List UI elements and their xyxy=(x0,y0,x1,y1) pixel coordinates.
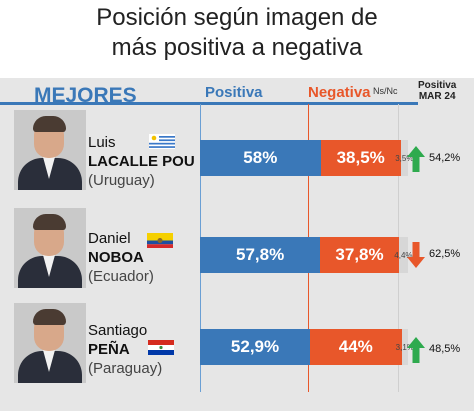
leader-country: (Paraguay) xyxy=(88,360,163,377)
positive-bar: 58% xyxy=(200,140,321,176)
leader-name-2: Daniel NOBOA (Ecuador) xyxy=(88,229,154,286)
previous-positive-value: 62,5% xyxy=(429,248,461,260)
previous-header-line-1: Positiva xyxy=(418,80,457,91)
negative-bar: 38,5% xyxy=(320,140,401,176)
leader-photo-2 xyxy=(14,208,86,288)
leader-photo-1 xyxy=(14,110,86,190)
positive-bar: 52,9% xyxy=(200,329,311,365)
leader-last-name: LACALLE POU xyxy=(88,153,195,170)
leader-last-name: PEÑA xyxy=(88,341,130,358)
positive-bar: 57,8% xyxy=(200,237,321,273)
leader-name-3: Santiago PEÑA (Paraguay) xyxy=(88,321,162,378)
nsnc-column-header: Ns/Nc xyxy=(373,86,398,96)
negative-column-header: Negativa xyxy=(308,84,371,101)
negative-bar: 44% xyxy=(310,329,402,365)
previous-positive-value: 54,2% xyxy=(429,152,461,164)
leader-last-name: NOBOA xyxy=(88,249,144,266)
leader-first-name: Daniel xyxy=(88,230,131,247)
chart-title-line-1: Posición según imagen de xyxy=(96,4,378,31)
arrow-down-icon xyxy=(407,242,425,268)
negative-bar: 37,8% xyxy=(320,237,399,273)
paraguay-flag-icon xyxy=(148,340,174,355)
arrow-up-icon xyxy=(407,337,425,363)
nsnc-bar: 3,1% xyxy=(396,329,414,365)
positive-column-header: Positiva xyxy=(205,84,263,101)
previous-column-header: Positiva MAR 24 xyxy=(418,80,456,102)
leader-name-1: Luis LACALLE POU (Uruguay) xyxy=(88,133,195,190)
leader-photo-3 xyxy=(14,303,86,383)
leader-country: (Ecuador) xyxy=(88,268,154,285)
nsnc-bar: 4,4% xyxy=(394,237,413,273)
group-header: MEJORES xyxy=(34,84,137,107)
previous-positive-value: 48,5% xyxy=(429,343,461,355)
nsnc-bar: 3,5% xyxy=(395,140,413,176)
leader-first-name: Luis xyxy=(88,134,116,151)
ecuador-flag-icon xyxy=(147,233,173,248)
leader-first-name: Santiago xyxy=(88,322,148,339)
uruguay-flag-icon xyxy=(149,134,175,149)
arrow-up-icon xyxy=(407,146,425,172)
leader-country: (Uruguay) xyxy=(88,172,155,189)
chart-title-line-2: más positiva a negativa xyxy=(111,34,363,61)
previous-header-line-2: MAR 24 xyxy=(418,91,456,102)
header-separator xyxy=(0,102,418,105)
